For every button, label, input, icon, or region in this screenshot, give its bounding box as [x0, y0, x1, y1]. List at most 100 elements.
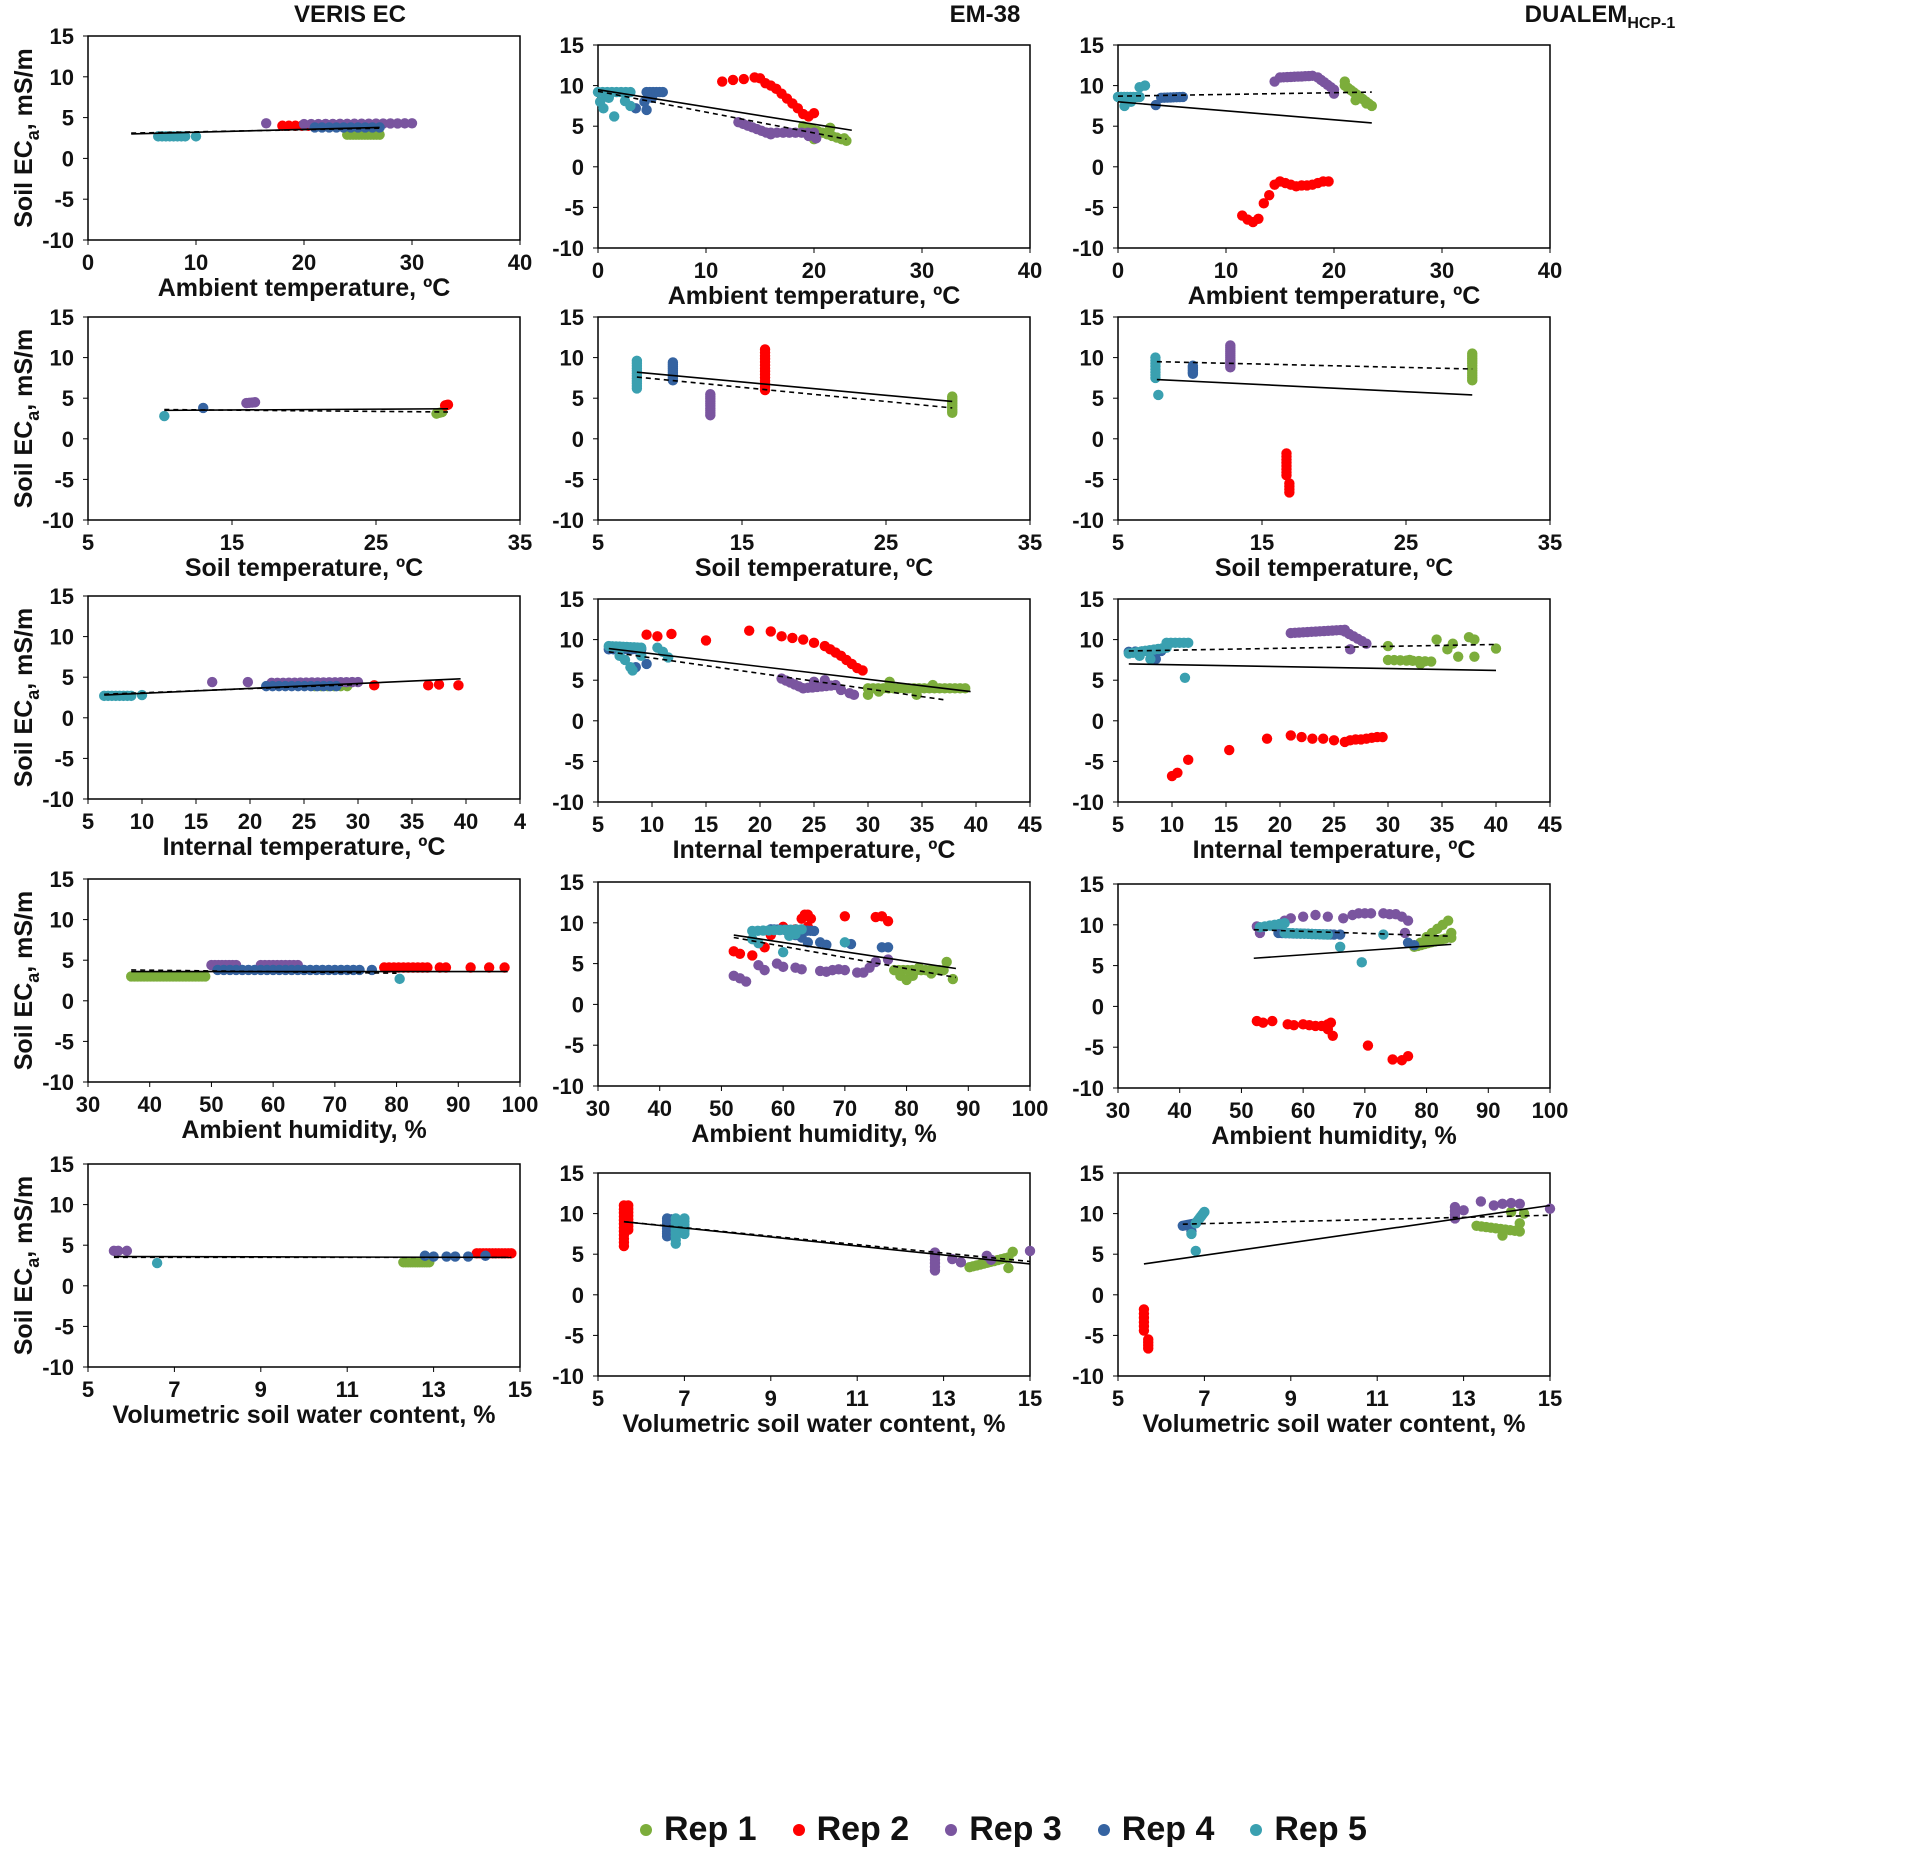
x-axis-label: Internal temperature, ºC	[1193, 836, 1476, 864]
y-tick-label: 0	[1092, 1283, 1104, 1308]
y-tick-label: -10	[552, 1074, 584, 1099]
data-point-rep1	[1514, 1218, 1525, 1229]
x-tick-label: 15	[1250, 530, 1274, 555]
y-axis-label: Soil ECa, mS/m	[10, 48, 43, 228]
y-tick-label: 5	[1092, 1242, 1104, 1267]
y-axis-label-unit: , mS/m	[10, 891, 38, 973]
legend: Rep 1 Rep 2 Rep 3 Rep 4 Rep 5	[640, 1810, 1367, 1849]
y-tick-label: 0	[572, 155, 584, 180]
x-tick-label: 13	[931, 1386, 955, 1411]
data-point-rep2	[727, 74, 739, 86]
y-tick-label: 15	[560, 1161, 584, 1186]
y-tick-label: 10	[560, 74, 584, 99]
data-point-rep1	[1426, 656, 1437, 667]
data-point-rep1	[1467, 348, 1478, 359]
data-point-rep3	[759, 964, 770, 976]
data-point-rep5	[136, 689, 148, 701]
y-tick-label: 5	[62, 665, 74, 690]
data-point-rep5	[1183, 637, 1194, 649]
x-tick-label: 30	[1106, 1098, 1130, 1123]
data-point-rep4	[641, 104, 652, 116]
data-point-rep2	[798, 634, 809, 645]
x-tick-label: 70	[323, 1092, 347, 1117]
data-point-rep5	[1150, 352, 1161, 363]
trend-line-dashed	[733, 936, 957, 979]
plot-frame	[87, 878, 521, 1083]
x-tick-label: 40	[1484, 812, 1508, 837]
x-tick-label: 25	[874, 530, 898, 555]
data-point-rep2	[1318, 733, 1329, 744]
y-tick-label: -10	[42, 1355, 74, 1380]
x-tick-label: 10	[1214, 258, 1238, 283]
y-tick-label: 15	[560, 870, 584, 895]
y-tick-label: -10	[1072, 236, 1104, 261]
data-point-rep2	[623, 1200, 634, 1211]
x-tick-label: 13	[421, 1377, 445, 1402]
trend-line-solid	[623, 1220, 1031, 1265]
x-tick-label: 40	[137, 1092, 161, 1117]
column-title-dualem-sub: HCP-1	[1627, 15, 1675, 32]
legend-marker-rep1	[640, 1823, 652, 1836]
data-point-rep3	[242, 676, 254, 688]
trend-line-dashed	[131, 127, 380, 134]
data-point-rep5	[1186, 1228, 1197, 1240]
y-tick-label: 5	[572, 114, 584, 139]
data-point-rep1	[1382, 640, 1394, 652]
y-axis-label-sub: a	[23, 972, 43, 983]
panel-a3: 15 10 5 0 -5 -10 5 10 15 20 25 30 35 40 4 Internal temp…	[10, 584, 527, 861]
panel-b3: 15 10 5 0 -5 -10 5 10 15 20 25 30 35 40 45 Internal tem…	[552, 587, 1042, 864]
trend-line-solid	[597, 88, 852, 132]
panel-c1: 15 10 5 0 -5 -10 0 10 20 30 40 Ambient temperature,…	[1072, 33, 1562, 310]
x-tick-label: 7	[1198, 1386, 1210, 1411]
data-point-rep5	[796, 924, 807, 935]
x-tick-label: 7	[168, 1377, 180, 1402]
y-tick-label: -5	[564, 1033, 584, 1058]
x-tick-label: 35	[910, 812, 934, 837]
x-tick-label: 30	[856, 812, 880, 837]
data-point-rep3	[298, 118, 310, 130]
x-axis-label: Volumetric soil water content, %	[623, 1410, 1006, 1438]
y-tick-label: 15	[560, 305, 584, 330]
x-tick-label: 90	[1476, 1098, 1500, 1123]
y-axis-label-sub: a	[23, 410, 43, 421]
x-axis-label: Volumetric soil water content, %	[1143, 1410, 1526, 1438]
x-tick-label: 5	[82, 530, 94, 555]
data-point-rep4	[1177, 91, 1189, 103]
y-tick-label: 10	[1080, 74, 1104, 99]
y-axis-label-main: Soil EC	[10, 140, 38, 228]
trend-line-dashed	[164, 408, 449, 413]
y-tick-label: 0	[572, 1283, 584, 1308]
data-point-rep2	[1284, 487, 1295, 498]
data-point-rep1	[1447, 638, 1459, 649]
x-tick-label: 5	[592, 530, 604, 555]
data-point-rep3	[955, 1257, 967, 1268]
x-tick-label: 80	[894, 1096, 918, 1121]
x-tick-label: 20	[748, 812, 772, 837]
y-tick-label: 5	[1092, 114, 1104, 139]
data-point-rep3	[1225, 340, 1236, 351]
x-tick-label: 100	[1532, 1098, 1569, 1123]
x-tick-label: 80	[1414, 1098, 1438, 1123]
y-tick-label: 0	[62, 989, 74, 1014]
x-tick-label: 40	[454, 809, 478, 834]
x-tick-label: 25	[364, 530, 388, 555]
y-tick-label: 0	[1092, 427, 1104, 452]
data-point-rep4	[882, 942, 894, 953]
y-tick-label: 5	[1092, 668, 1104, 693]
data-point-rep2	[1253, 213, 1264, 224]
data-point-rep2	[738, 73, 749, 85]
y-tick-label: -10	[42, 787, 74, 812]
x-axis-label: Ambient temperature, ºC	[1188, 282, 1481, 310]
y-axis-label-unit: , mS/m	[10, 608, 38, 690]
plot-frame	[1117, 1172, 1551, 1377]
trend-line-solid	[1156, 378, 1473, 396]
data-point-rep2	[423, 680, 434, 691]
legend-label-rep2: Rep 2	[816, 1810, 910, 1848]
data-point-rep2	[1172, 767, 1183, 778]
data-point-rep2	[839, 911, 851, 922]
x-tick-label: 40	[647, 1096, 671, 1121]
data-point-rep1	[841, 135, 852, 147]
